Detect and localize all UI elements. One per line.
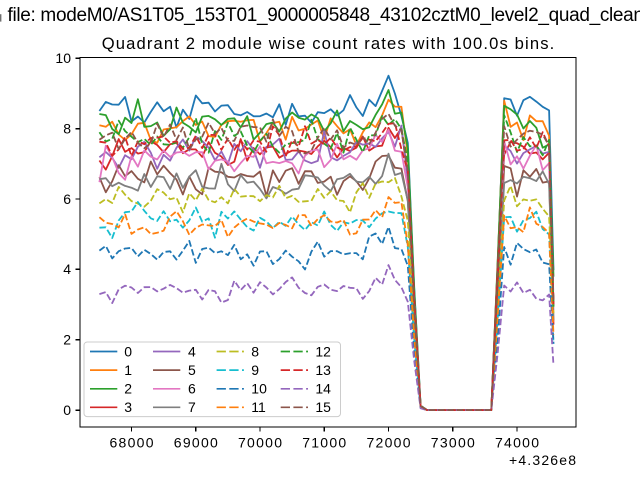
- svg-text:0: 0: [63, 402, 71, 418]
- svg-text:70000: 70000: [238, 435, 282, 451]
- svg-text:11: 11: [251, 399, 266, 415]
- svg-text:73000: 73000: [431, 435, 475, 451]
- svg-text:3: 3: [124, 399, 132, 415]
- svg-text:4: 4: [63, 261, 71, 277]
- svg-text:6: 6: [188, 381, 196, 397]
- svg-text:8: 8: [251, 343, 259, 359]
- svg-text:8: 8: [63, 121, 71, 137]
- svg-text:15: 15: [315, 399, 331, 415]
- svg-text:68000: 68000: [110, 435, 154, 451]
- svg-text:10: 10: [55, 50, 71, 66]
- svg-text:13: 13: [315, 362, 331, 378]
- svg-text:Quadrant 2 module wise count r: Quadrant 2 module wise count rates with …: [102, 34, 555, 53]
- svg-text:7: 7: [188, 399, 196, 415]
- svg-text:14: 14: [315, 381, 331, 397]
- svg-text:2: 2: [63, 332, 71, 348]
- svg-text:72000: 72000: [367, 435, 411, 451]
- svg-text:0: 0: [124, 343, 132, 359]
- svg-text:9: 9: [251, 362, 259, 378]
- svg-text:10: 10: [251, 381, 267, 397]
- svg-text:1: 1: [124, 362, 132, 378]
- svg-text:71000: 71000: [302, 435, 346, 451]
- svg-text:+4.326e8: +4.326e8: [509, 452, 576, 468]
- svg-text:69000: 69000: [174, 435, 218, 451]
- svg-text:74000: 74000: [495, 435, 539, 451]
- svg-text:file: modeM0/AS1T05_153T01_900: file: modeM0/AS1T05_153T01_9000005848_43…: [8, 5, 640, 26]
- svg-text:4: 4: [188, 343, 196, 359]
- svg-text:5: 5: [188, 362, 196, 378]
- svg-text:12: 12: [315, 343, 331, 359]
- svg-text:2: 2: [124, 381, 132, 397]
- svg-text:6: 6: [63, 191, 71, 207]
